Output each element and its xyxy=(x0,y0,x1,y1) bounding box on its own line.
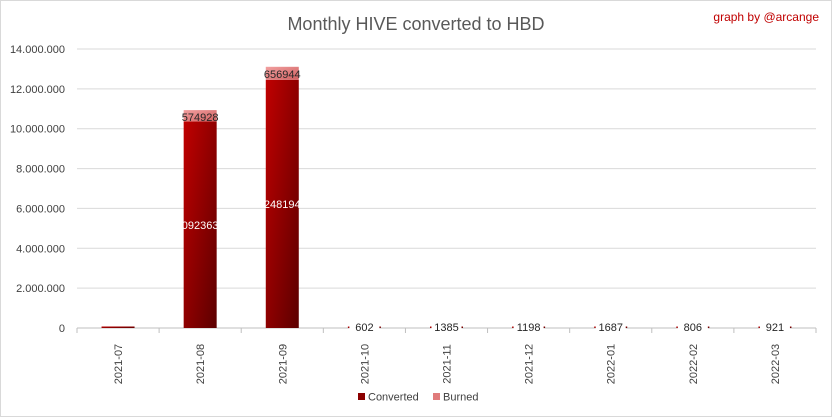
data-label-background xyxy=(677,325,708,333)
data-label: 602 xyxy=(355,322,373,334)
data-label: 574928 xyxy=(182,112,219,124)
data-label: 092363 xyxy=(182,220,219,232)
bar-converted-2021-09 xyxy=(265,79,299,328)
data-label: 1687 xyxy=(598,322,622,334)
x-tick-label: 2021-11 xyxy=(442,344,454,384)
chart-credit: graph by @arcange xyxy=(713,10,819,24)
bars xyxy=(101,66,792,328)
bar-converted-2021-08 xyxy=(183,121,217,328)
data-labels: 092363 574928 248194 656944 602 1385 1198 1687 8… xyxy=(182,69,790,334)
data-label: 656944 xyxy=(264,69,301,81)
data-label: 1198 xyxy=(517,322,541,334)
y-tick-label: 4.000.000 xyxy=(16,243,65,255)
data-label: 248194 xyxy=(264,199,301,211)
y-tick-label: 6.000.000 xyxy=(16,203,65,215)
data-label-background xyxy=(431,325,462,333)
y-tick-label: 10.000.000 xyxy=(10,124,65,136)
legend-label: Burned xyxy=(443,392,478,404)
y-tick-label: 2.000.000 xyxy=(16,283,65,295)
legend-label: Converted xyxy=(368,392,419,404)
data-label: 921 xyxy=(766,322,784,334)
x-tick-label: 2021-10 xyxy=(359,344,371,384)
y-tick-label: 0 xyxy=(59,323,65,335)
y-tick-label: 14.000.000 xyxy=(10,44,65,56)
x-axis-ticks: 2021-07 2021-08 2021-09 2021-10 2021-11 2021-… xyxy=(113,344,782,384)
bar-burned-2021-08 xyxy=(183,110,217,122)
x-tick-label: 2022-02 xyxy=(688,344,700,384)
bar-burned-2021-09 xyxy=(265,66,299,80)
legend-swatch-converted xyxy=(358,393,365,400)
data-label-background xyxy=(595,325,626,333)
x-tick-label: 2021-07 xyxy=(113,344,125,384)
data-label: 806 xyxy=(684,322,702,334)
x-tick-label: 2022-01 xyxy=(606,344,618,384)
legend-swatch-burned xyxy=(433,393,440,400)
y-tick-label: 8.000.000 xyxy=(16,164,65,176)
x-tick-label: 2021-09 xyxy=(277,344,289,384)
y-tick-label: 12.000.000 xyxy=(10,84,65,96)
data-label-background xyxy=(513,325,544,333)
x-tick-label: 2022-03 xyxy=(770,344,782,384)
data-label-background xyxy=(349,325,380,333)
data-label: 1385 xyxy=(434,322,458,334)
x-tick-label: 2021-08 xyxy=(195,344,207,384)
chart-title: Monthly HIVE converted to HBD xyxy=(287,14,544,34)
x-tick-label: 2021-12 xyxy=(524,344,536,384)
legend: Converted Burned xyxy=(358,392,478,404)
data-label-background xyxy=(759,325,790,333)
y-axis-ticks: 0 2.000.000 4.000.000 6.000.000 8.000.000 10.… xyxy=(10,44,65,335)
bar-converted-2021-07 xyxy=(101,326,135,328)
